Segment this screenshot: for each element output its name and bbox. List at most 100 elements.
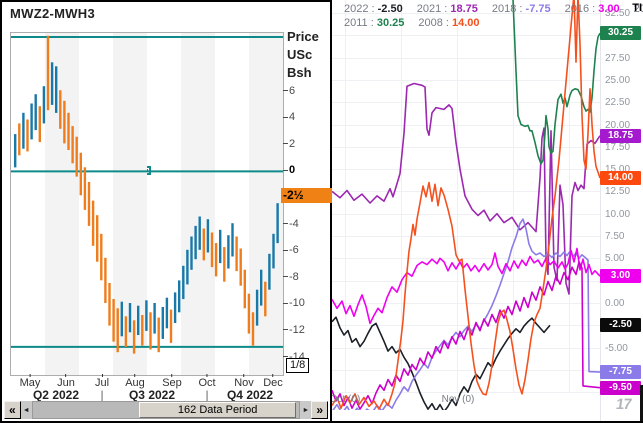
- price-bar: [75, 136, 78, 177]
- price-bar: [79, 152, 82, 196]
- legend-value: -7.75: [525, 3, 551, 15]
- horizontal-gridline: [332, 347, 600, 349]
- price-bar: [87, 182, 91, 226]
- legend-year: 2015 :: [633, 3, 643, 15]
- legend-item-2018[interactable]: 2018 : -7.75: [492, 3, 551, 15]
- tick-value: -12: [289, 323, 305, 336]
- spread-chart-plot[interactable]: [10, 32, 284, 376]
- price-bar: [67, 112, 70, 150]
- horizontal-gridline: [332, 124, 600, 126]
- month-tick: [134, 374, 136, 377]
- value-axis-label: 25.00: [605, 74, 631, 86]
- month-tick: [101, 374, 103, 377]
- legend-item-2008[interactable]: 2008 : 14.00: [418, 17, 479, 29]
- tick-mark: [283, 329, 288, 331]
- legend-value: 18.75: [450, 3, 478, 15]
- price-bar: [149, 312, 152, 350]
- horizontal-gridline: [332, 280, 600, 282]
- price-bar: [268, 253, 271, 290]
- price-bar: [247, 293, 251, 334]
- legend-item-2015[interactable]: 2015 : -9.50: [634, 3, 643, 15]
- price-tick-label: -8: [283, 270, 299, 284]
- legend-value: 14.00: [452, 17, 480, 29]
- quarter-separator: |: [100, 388, 104, 402]
- horizontal-gridline: [332, 169, 600, 171]
- month-label: Oct: [198, 374, 216, 389]
- value-axis-label: 15.00: [605, 164, 631, 176]
- horizontal-gridline: [332, 236, 600, 237]
- price-bar: [104, 257, 107, 303]
- month-label: Jun: [57, 374, 75, 389]
- price-bar: [14, 134, 17, 168]
- price-bar: [165, 297, 169, 329]
- horizontal-gridline: [332, 191, 600, 193]
- legend-item-2011[interactable]: 2011 : 30.25: [344, 17, 404, 29]
- value-badge--2.50: -2.50: [600, 318, 641, 333]
- vertical-gridline: [345, 0, 346, 392]
- price-bar: [182, 265, 185, 300]
- legend-year: 2016 :: [564, 3, 599, 15]
- tick-mark: [283, 90, 288, 92]
- price-bar: [145, 300, 148, 331]
- price-bar: [116, 308, 119, 353]
- legend-item-2021[interactable]: 2021 : 18.75: [417, 3, 478, 15]
- value-axis-label: 20.00: [605, 119, 631, 131]
- price-bar: [120, 301, 123, 337]
- price-bar: [169, 309, 173, 343]
- price-tick-label: 6: [283, 84, 295, 98]
- price-bar: [223, 247, 226, 282]
- vertical-gridline: [513, 0, 514, 392]
- tick-mark: [283, 143, 288, 145]
- tick-value: -4: [289, 217, 299, 230]
- price-bar: [42, 86, 46, 124]
- scroll-last-button[interactable]: »: [311, 401, 328, 419]
- horizontal-gridline: [332, 325, 600, 327]
- scroll-next-arrow[interactable]: ►: [300, 401, 312, 419]
- scrollbar-track[interactable]: 162 Data Period: [31, 401, 301, 419]
- horizontal-gridline: [332, 13, 600, 14]
- scroll-prev-arrow[interactable]: ◄: [20, 401, 32, 419]
- series-line-2022: [332, 316, 551, 410]
- quarter-label: Q3 2022: [128, 388, 176, 402]
- price-bar: [18, 123, 21, 156]
- value-badge-14.00: 14.00: [600, 171, 641, 186]
- page-indicator[interactable]: 1/8: [286, 358, 310, 373]
- month-band: [181, 33, 215, 375]
- price-bar: [153, 303, 156, 334]
- price-bar: [206, 219, 210, 253]
- horizontal-gridline: [332, 369, 600, 371]
- price-bar: [210, 232, 214, 268]
- tick-value: -10: [289, 297, 305, 310]
- legend-year: 2008 :: [418, 17, 452, 29]
- value-axis-label: 7.50: [605, 231, 625, 243]
- month-text: Oct: [198, 377, 216, 389]
- time-scrollbar[interactable]: « ◄ 162 Data Period ► »: [4, 401, 328, 419]
- month-label: May: [20, 374, 40, 389]
- legend-item-2022[interactable]: 2022 : -2.50: [344, 3, 403, 15]
- month-label: Sep: [162, 374, 182, 389]
- value-badge-3.00: 3.00: [600, 269, 641, 284]
- price-tick-label: 2: [283, 137, 295, 151]
- horizontal-gridline: [332, 35, 600, 37]
- value-axis-label: 32.50: [605, 8, 631, 20]
- axis-separator: [600, 0, 601, 421]
- legend-item-2016[interactable]: 2016 : 3.00: [565, 3, 620, 15]
- price-bar: [219, 229, 222, 264]
- price-unit-line3: Bsh: [287, 65, 312, 80]
- price-bar: [91, 200, 95, 246]
- price-bar: [124, 316, 128, 347]
- month-label: Dec: [263, 374, 283, 389]
- seasonal-chart-panel[interactable]: 32.50 27.50 25.00 22.50 20.00 17.50 15.00 12.50…: [332, 0, 643, 421]
- month-band: [45, 33, 79, 375]
- price-bar: [227, 235, 230, 269]
- scroll-first-button[interactable]: «: [4, 401, 21, 419]
- price-tick-label: 0: [283, 163, 295, 177]
- scrollbar-thumb[interactable]: 162 Data Period: [139, 402, 297, 418]
- vertical-gridline: [569, 0, 570, 392]
- tick-mark: [283, 169, 288, 171]
- price-bar: [132, 320, 136, 354]
- chart-symbol-title: MWZ2-MWH3: [10, 6, 96, 21]
- value-badge-18.75: 18.75: [600, 128, 641, 143]
